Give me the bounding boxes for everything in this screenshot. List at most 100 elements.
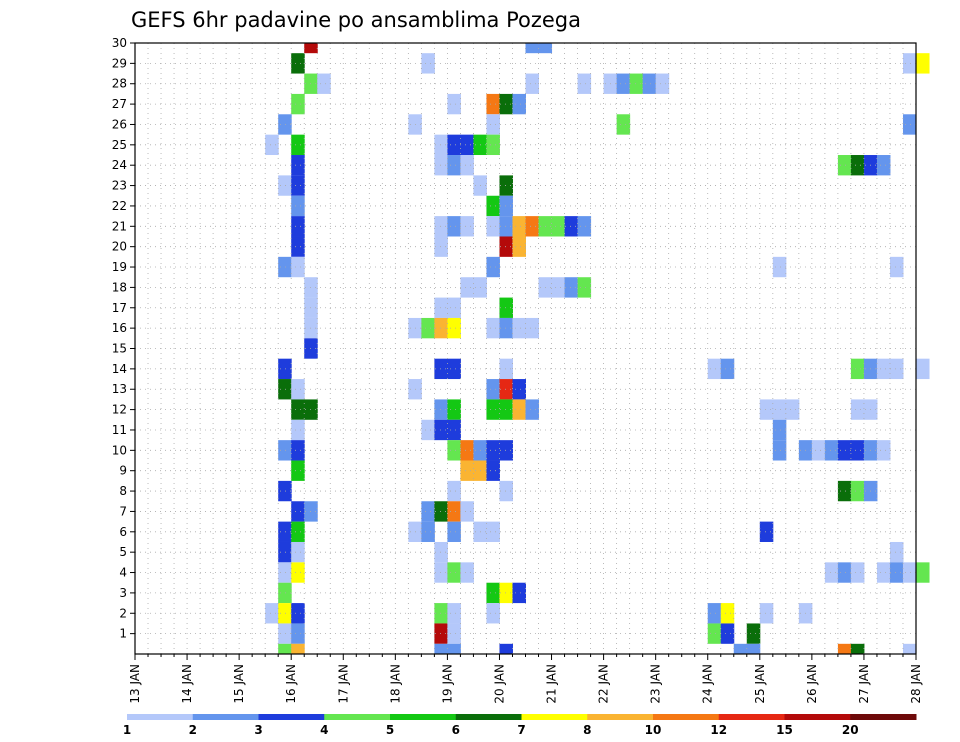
heatmap-cell (538, 43, 553, 54)
legend-swatch (127, 714, 194, 720)
heatmap-cell (525, 43, 540, 54)
heatmap-cell (564, 277, 579, 298)
heatmap-cell (291, 419, 305, 441)
heatmap-cell (850, 358, 865, 380)
heatmap-cell (447, 521, 461, 542)
heatmap-cell (421, 53, 435, 74)
heatmap-cell (447, 297, 461, 318)
heatmap-cell (278, 582, 292, 604)
heatmap-cell (291, 195, 305, 217)
legend-swatch (192, 714, 259, 720)
heatmap-cell (434, 155, 448, 176)
y-axis-ticks: 1234567891011121314151617181920212223242… (112, 36, 135, 641)
heatmap-cell (434, 216, 448, 237)
heatmap-cell (512, 582, 526, 604)
heatmap-cell (707, 623, 722, 644)
heatmap-cell (616, 114, 631, 135)
heatmap-cell (824, 562, 839, 583)
x-tick-label: 16 JAN (284, 664, 298, 704)
heatmap-cell (447, 480, 461, 502)
x-tick-label: 18 JAN (388, 664, 402, 704)
y-tick-label: 26 (112, 117, 127, 131)
legend-swatch (653, 714, 720, 720)
legend-label: 7 (517, 723, 525, 737)
heatmap-cell (486, 521, 500, 542)
heatmap-cell (447, 440, 461, 461)
legend-label: 10 (645, 723, 662, 737)
heatmap-cell (850, 480, 865, 502)
heatmap-cell (278, 379, 292, 400)
heatmap-cell (447, 317, 461, 339)
heatmap-cell (499, 297, 513, 318)
heatmap-cell (317, 73, 331, 94)
y-tick-label: 2 (119, 606, 127, 620)
heatmap-cell (291, 216, 305, 237)
heatmap-cell (291, 175, 305, 196)
heatmap-cell (291, 460, 305, 481)
heatmap-cell (902, 114, 917, 135)
heatmap-cell (291, 379, 305, 400)
heatmap-cell (291, 440, 305, 461)
heatmap-cell (278, 440, 292, 461)
heatmap-cell (447, 93, 461, 115)
heatmap-cell (486, 256, 500, 278)
heatmap-cell (447, 155, 461, 176)
x-tick-label: 13 JAN (128, 664, 142, 704)
chart-title: GEFS 6hr padavine po ansamblima Pozega (131, 8, 581, 32)
x-tick-label: 26 JAN (805, 664, 819, 704)
heatmap-cell (265, 134, 279, 156)
heatmap-cell (460, 277, 474, 298)
y-tick-label: 17 (112, 301, 127, 315)
legend-label: 20 (842, 723, 859, 737)
heatmap-cell (837, 562, 852, 583)
heatmap-cell (421, 317, 435, 339)
heatmap-cell (499, 195, 513, 217)
heatmap-cell (512, 317, 526, 339)
heatmap-cell (525, 399, 540, 420)
heatmap-cell (278, 623, 292, 644)
heatmap-cell (460, 440, 474, 461)
legend-swatch (850, 714, 917, 720)
heatmap-cell (434, 317, 448, 339)
legend-label: 4 (320, 723, 328, 737)
y-tick-label: 21 (112, 219, 127, 233)
heatmap-cell (265, 603, 279, 624)
heatmap-cell (486, 460, 500, 481)
heatmap-cell (278, 643, 292, 654)
heatmap-cell (278, 480, 292, 502)
y-tick-label: 9 (119, 464, 127, 478)
y-tick-label: 8 (119, 484, 127, 498)
heatmap-cell (759, 399, 774, 420)
heatmap-cell (434, 623, 448, 644)
heatmap-cell (720, 603, 735, 624)
y-tick-label: 24 (112, 158, 127, 172)
heatmap-cell (876, 155, 891, 176)
heatmap-cell (876, 358, 891, 380)
heatmap-cell (850, 643, 865, 654)
legend-label: 3 (254, 723, 262, 737)
heatmap-cell (889, 541, 904, 563)
legend-swatch (455, 714, 522, 720)
y-tick-label: 16 (112, 321, 127, 335)
x-tick-label: 20 JAN (492, 664, 506, 704)
heatmap-cell (278, 521, 292, 542)
legend-label: 2 (189, 723, 197, 737)
heatmap-cell (499, 399, 513, 420)
heatmap-cell (291, 53, 305, 74)
x-tick-label: 22 JAN (597, 664, 611, 704)
heatmap-cell (460, 562, 474, 583)
heatmap-cell (837, 155, 852, 176)
heatmap-cell (916, 53, 930, 74)
x-tick-label: 17 JAN (336, 664, 350, 704)
heatmap-cell (460, 460, 474, 481)
heatmap-cell (486, 195, 500, 217)
heatmap-cell (785, 399, 800, 420)
x-axis-ticks: 13 JAN 14 JAN 15 JAN 16 JAN 17 JAN 18 JAN 19 J… (128, 654, 923, 704)
heatmap-cell (447, 501, 461, 522)
heatmap-cell (486, 134, 500, 156)
heatmap-cells (265, 43, 930, 654)
heatmap-cell (421, 521, 435, 542)
heatmap-cell (434, 562, 448, 583)
heatmap-cell (447, 358, 461, 380)
heatmap-cell (499, 236, 513, 257)
